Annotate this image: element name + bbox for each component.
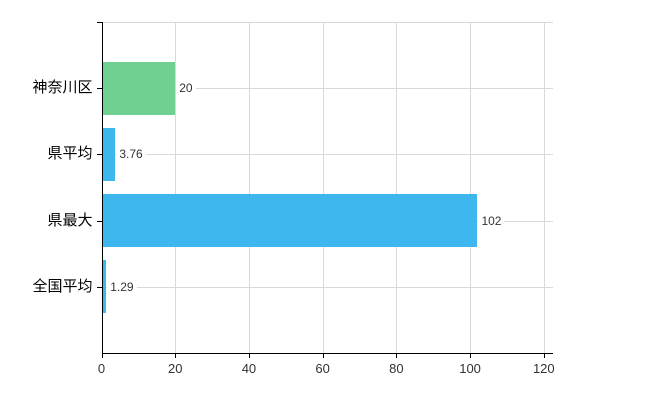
bar-1 bbox=[101, 61, 176, 115]
x-tick-label: 40 bbox=[241, 361, 257, 376]
gridline-row bbox=[101, 286, 553, 288]
bar-value-label: 1.29 bbox=[107, 279, 137, 294]
bar-value-label: 3.76 bbox=[116, 147, 146, 162]
gridline-vertical bbox=[248, 22, 250, 353]
bar-4 bbox=[101, 260, 107, 314]
x-tick-label: 80 bbox=[389, 361, 404, 376]
gridline-vertical bbox=[175, 22, 177, 353]
x-axis bbox=[101, 353, 553, 354]
x-tick-label: 120 bbox=[532, 361, 555, 376]
y-axis-tick bbox=[96, 154, 102, 156]
x-axis-tick bbox=[248, 353, 250, 358]
gridline-row bbox=[101, 154, 553, 156]
bar-3 bbox=[101, 194, 478, 248]
gridline-vertical bbox=[396, 22, 398, 353]
x-axis-tick bbox=[470, 353, 472, 358]
x-tick-label: 100 bbox=[459, 361, 481, 376]
y-axis-tick bbox=[96, 220, 102, 222]
x-axis-tick bbox=[543, 353, 545, 358]
x-tick-label: 0 bbox=[97, 361, 106, 376]
x-tick-label: 60 bbox=[315, 361, 330, 376]
category-label: 神奈川区 bbox=[32, 79, 93, 97]
y-axis-end-tick bbox=[96, 22, 102, 23]
x-axis-tick bbox=[175, 353, 177, 358]
y-axis-tick bbox=[96, 286, 102, 288]
gridline-vertical bbox=[322, 22, 324, 353]
y-axis-tick bbox=[96, 88, 102, 90]
y-axis bbox=[101, 22, 103, 353]
x-axis-tick bbox=[101, 353, 103, 358]
x-axis-tick bbox=[322, 353, 324, 358]
bar-2 bbox=[101, 127, 116, 181]
gridline-row bbox=[101, 88, 553, 90]
x-axis-tick bbox=[396, 353, 398, 358]
bar-value-label: 102 bbox=[478, 213, 505, 228]
x-tick-label: 20 bbox=[167, 361, 183, 376]
gridline-top bbox=[101, 22, 553, 23]
gridline-vertical bbox=[470, 22, 472, 353]
category-label: 県平均 bbox=[47, 145, 93, 163]
category-label: 県最大 bbox=[47, 211, 93, 229]
gridline-vertical bbox=[543, 22, 545, 353]
category-label: 全国平均 bbox=[32, 277, 93, 295]
bar-value-label: 20 bbox=[176, 81, 196, 96]
